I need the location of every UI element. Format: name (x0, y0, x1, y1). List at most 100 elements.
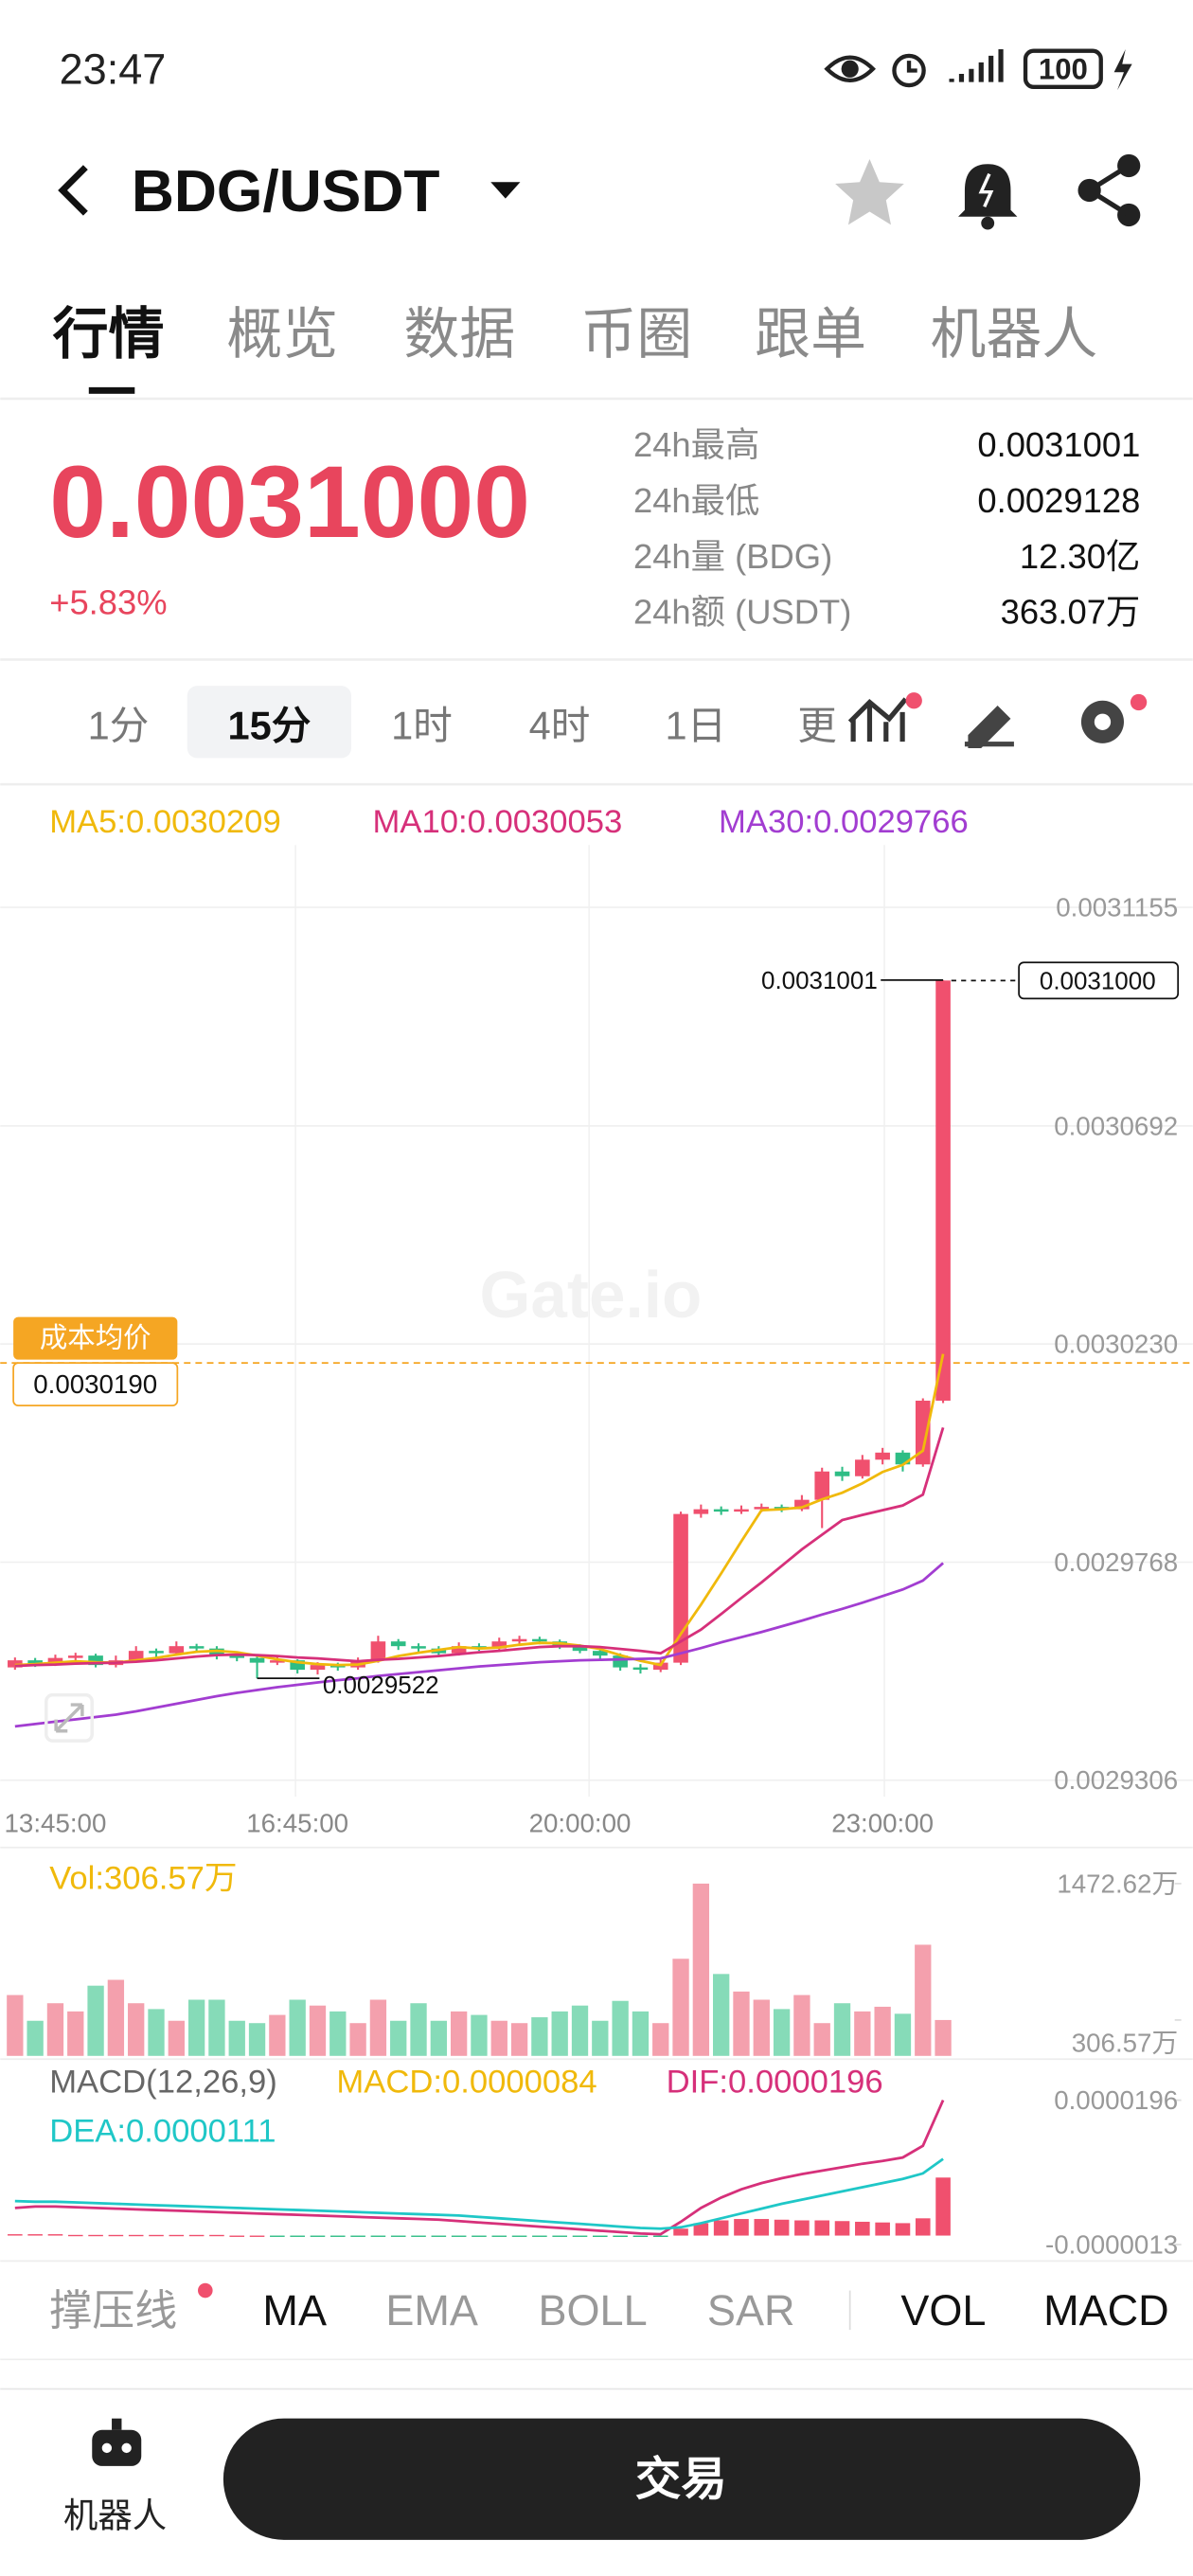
x-tick-label: 23:00:00 (831, 1808, 934, 1837)
volume-bar (935, 2019, 952, 2056)
candle-body (88, 1655, 103, 1666)
indicator-tab[interactable]: MA (262, 2286, 327, 2334)
share-icon[interactable] (1077, 153, 1141, 227)
macd-bar (411, 2235, 426, 2237)
macd-bar (593, 2235, 608, 2238)
tab[interactable]: 跟单 (755, 304, 866, 366)
back-button[interactable] (58, 165, 88, 216)
candle-body (713, 1509, 729, 1512)
volume-bar (269, 2014, 286, 2056)
macd-bar (350, 2235, 365, 2237)
interval[interactable]: 1分 (88, 703, 150, 747)
interval[interactable]: 更 (797, 703, 837, 747)
indicator-icon[interactable] (847, 692, 922, 742)
macd-bar (390, 2235, 406, 2237)
macd-bar (511, 2235, 527, 2237)
macd-bar (431, 2235, 447, 2237)
candle-body (451, 1646, 467, 1654)
macd-bar (290, 2235, 305, 2237)
ma-legend: MA10:0.0030053 (373, 804, 623, 840)
volume-bar (672, 1959, 689, 2056)
volume-bar (793, 1995, 810, 2056)
tab[interactable]: 数据 (403, 304, 515, 366)
robot-label[interactable]: 机器人 (63, 2496, 167, 2534)
volume-bar (510, 2023, 528, 2056)
volume-bar (471, 2014, 488, 2056)
interval[interactable]: 4时 (529, 703, 591, 747)
candle-body (390, 1641, 406, 1647)
interval-selected-bg (187, 686, 351, 759)
indicator-tab[interactable]: MACD (1043, 2286, 1169, 2334)
candle-body (128, 1651, 144, 1661)
interval[interactable]: 1时 (391, 703, 453, 747)
volume-bar (67, 2011, 84, 2056)
cost-value-bg (12, 1362, 179, 1407)
volume-bar (713, 1974, 730, 2056)
indicator-tab[interactable]: VOL (900, 2286, 986, 2334)
stat-value: 0.0031001 (977, 425, 1140, 464)
volume-bar (854, 2011, 871, 2056)
candle-body (632, 1667, 649, 1671)
favorite-icon[interactable] (835, 159, 904, 225)
macd-bar (169, 2234, 185, 2237)
current-price-label: 0.0031000 (1040, 966, 1156, 994)
x-tick-label: 13:45:00 (5, 1808, 107, 1837)
volume-bar (410, 2003, 427, 2056)
volume-bar (187, 1999, 205, 2056)
candle-body (532, 1638, 547, 1642)
macd-bar (652, 2235, 668, 2238)
trade-label[interactable]: 交易 (635, 2454, 727, 2505)
indicator-tab[interactable]: BOLL (538, 2286, 647, 2334)
cost-label: 成本均价 (40, 1323, 151, 1354)
volume-legend: Vol:306.57万 (49, 1861, 237, 1897)
tab[interactable]: 币圈 (581, 304, 693, 366)
trade-button[interactable] (223, 2418, 1141, 2540)
candle-body (310, 1665, 326, 1671)
tab[interactable]: 概览 (226, 304, 338, 366)
tab[interactable]: 机器人 (931, 304, 1098, 366)
volume-bar (652, 2023, 669, 2056)
candle-body (188, 1646, 205, 1649)
indicator-tab[interactable]: 撑压线 (49, 2286, 177, 2334)
stat-value: 363.07万 (1001, 593, 1141, 632)
draw-icon[interactable] (964, 705, 1014, 749)
interval[interactable]: 1日 (665, 703, 726, 747)
pair-dropdown[interactable] (490, 182, 521, 199)
expand-icon[interactable] (45, 1692, 94, 1743)
last-price: 0.0031000 (49, 445, 530, 559)
volume-bar (148, 2009, 165, 2056)
volume-bar (27, 2020, 44, 2056)
macd-bar (8, 2234, 23, 2236)
candle-body (593, 1651, 608, 1656)
macd-bar (673, 2228, 688, 2236)
volume-bar (46, 2003, 64, 2056)
volume-bar (612, 2000, 629, 2056)
macd-legend: DEA:0.0000111 (49, 2113, 276, 2149)
x-tick-label: 16:45:00 (246, 1808, 348, 1837)
interval[interactable]: 15分 (227, 703, 311, 747)
alert-icon[interactable] (958, 164, 1018, 230)
high-label: 0.0031001 (761, 966, 878, 994)
candle-body (270, 1660, 285, 1663)
candle-body (229, 1655, 245, 1658)
volume-bar (248, 2023, 266, 2056)
macd-bar (875, 2222, 890, 2236)
volume-bar (369, 1999, 387, 2056)
settings-icon[interactable] (1080, 693, 1148, 743)
indicator-tab[interactable]: EMA (385, 2286, 478, 2334)
robot-icon[interactable] (92, 2418, 142, 2466)
indicator-tab[interactable]: SAR (707, 2286, 795, 2334)
stat-label: 24h最高 (633, 425, 759, 464)
y-tick-label: 0.0030692 (1054, 1111, 1178, 1140)
macd-bar (713, 2220, 729, 2236)
tab[interactable]: 行情 (53, 304, 165, 366)
stat-label: 24h量 (BDG) (633, 537, 832, 576)
volume-bar (128, 2003, 145, 2056)
candle-body (491, 1641, 507, 1649)
macd-bar (774, 2219, 790, 2236)
price-change: +5.83% (49, 582, 167, 621)
pair-title[interactable]: BDG/USDT (132, 159, 440, 224)
